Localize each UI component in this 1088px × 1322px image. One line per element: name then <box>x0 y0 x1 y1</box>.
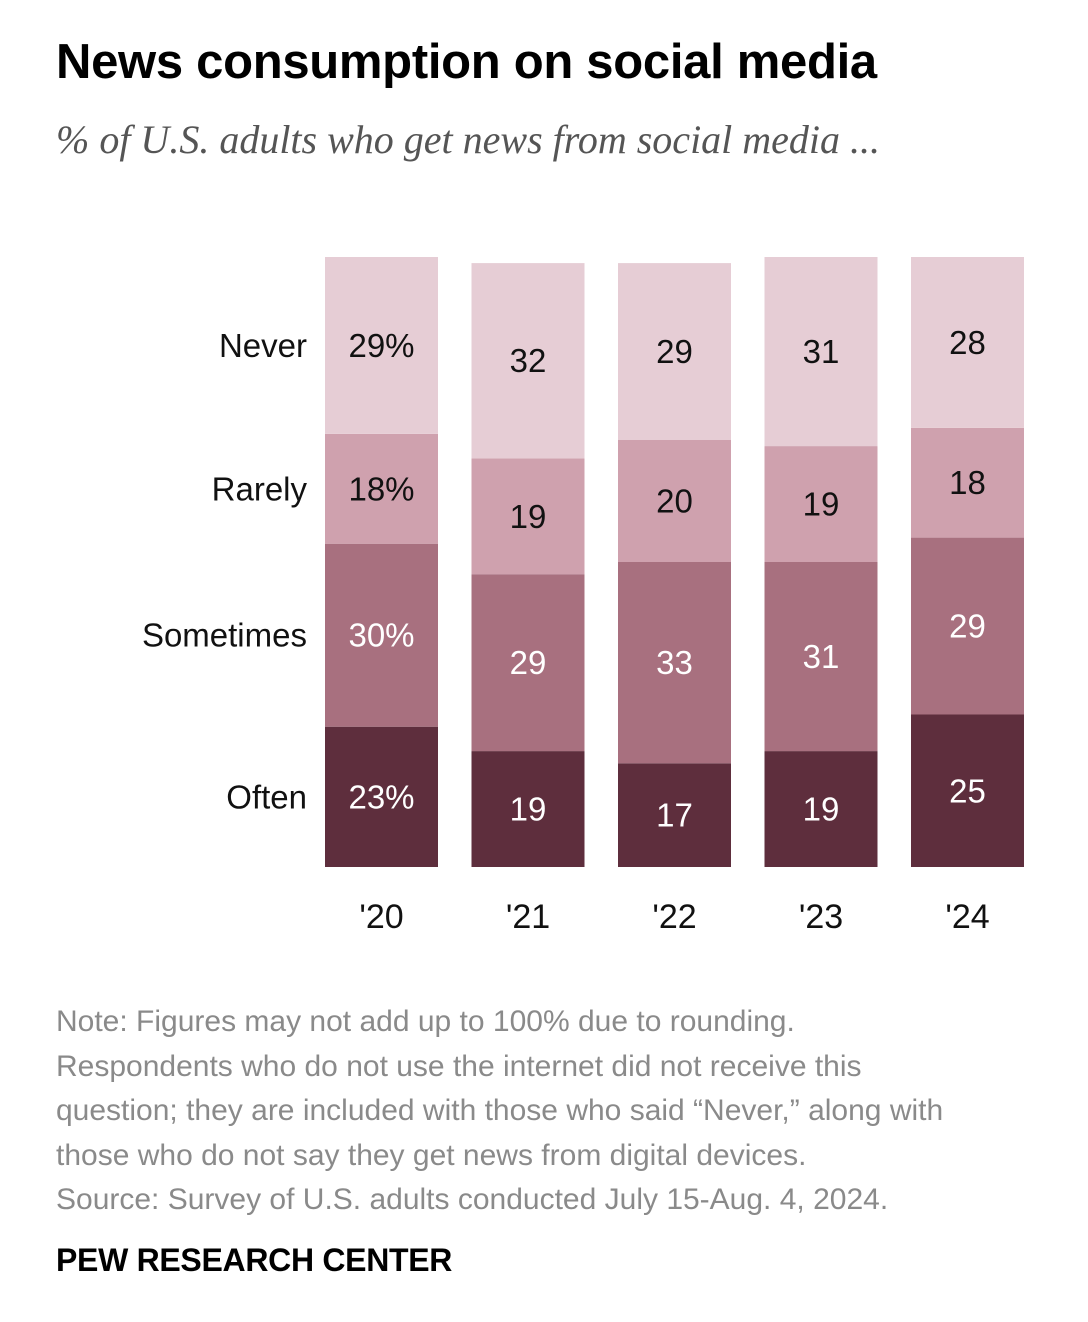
bar-segment-sometimes-0 <box>325 543 438 727</box>
bar-segment-rarely-4 <box>911 427 1024 538</box>
bar-segment-often-2 <box>618 763 731 867</box>
bar-segment-never-4 <box>911 257 1024 428</box>
x-tick-label: '23 <box>799 898 843 936</box>
bar-segment-sometimes-1 <box>471 574 585 752</box>
x-tick-label: '24 <box>945 898 989 936</box>
data-label-sometimes-4: 29 <box>949 608 986 645</box>
bar-segment-never-2 <box>618 263 731 440</box>
data-label-rarely-3: 19 <box>803 486 840 523</box>
data-label-often-3: 19 <box>803 791 840 828</box>
chart-notes: Note: Figures may not add up to 100% due… <box>56 1000 1076 1223</box>
x-tick-label: '21 <box>506 898 550 936</box>
bar-segment-often-1 <box>471 751 585 867</box>
data-label-often-0: 23% <box>348 778 414 815</box>
legend-row-label-never: Never <box>219 327 307 364</box>
note-line: Respondents who do not use the internet … <box>56 1049 862 1083</box>
data-label-rarely-4: 18 <box>949 464 986 501</box>
data-label-often-4: 25 <box>949 772 986 809</box>
data-label-never-4: 28 <box>949 324 986 361</box>
data-label-rarely-1: 19 <box>510 498 547 535</box>
data-label-rarely-0: 18% <box>348 470 414 507</box>
bar-segment-never-3 <box>764 257 878 447</box>
bar-segment-sometimes-2 <box>618 562 731 764</box>
data-label-often-1: 19 <box>510 791 547 828</box>
data-label-never-3: 31 <box>803 333 840 370</box>
legend-row-label-often: Often <box>226 778 307 815</box>
legend-row-label-rarely: Rarely <box>212 470 308 507</box>
data-label-sometimes-2: 33 <box>656 644 693 681</box>
note-line: Note: Figures may not add up to 100% due… <box>56 1005 795 1038</box>
chart-subtitle: % of U.S. adults who get news from socia… <box>56 117 881 162</box>
bar-segment-rarely-2 <box>618 440 731 562</box>
data-label-sometimes-0: 30% <box>348 617 414 654</box>
stacked-bar-chart: 23% 30% 18% 29% '20 19 29 19 32 '21 17 33 20 29 '22 19 3… <box>142 257 1024 936</box>
data-label-never-1: 32 <box>510 342 547 379</box>
source-line: Source: Survey of U.S. adults conducted … <box>56 1183 889 1216</box>
data-label-sometimes-3: 31 <box>803 638 840 675</box>
bar-segment-never-1 <box>471 263 585 459</box>
bar-segment-rarely-1 <box>471 458 585 575</box>
bar-segment-sometimes-3 <box>764 562 878 752</box>
bar-segment-sometimes-4 <box>911 537 1024 715</box>
bar-segment-often-4 <box>911 714 1024 867</box>
data-label-often-2: 17 <box>656 797 693 834</box>
bar-segment-often-0 <box>325 726 438 867</box>
bar-segment-often-3 <box>764 751 878 867</box>
note-line: those who do not say they get news from … <box>56 1138 807 1172</box>
pew-research-center-logo: PEW RESEARCH CENTER <box>56 1242 453 1278</box>
data-label-never-0: 29% <box>348 327 414 364</box>
bar-segment-rarely-3 <box>764 446 878 562</box>
bar-segment-rarely-0 <box>325 433 438 544</box>
x-tick-label: '22 <box>652 898 696 936</box>
bar-segment-never-0 <box>325 257 438 434</box>
legend-row-label-sometimes: Sometimes <box>142 617 307 654</box>
data-label-never-2: 29 <box>656 333 693 370</box>
x-tick-label: '20 <box>359 898 403 936</box>
data-label-sometimes-1: 29 <box>510 644 547 681</box>
chart-title: News consumption on social media <box>56 35 877 89</box>
data-label-rarely-2: 20 <box>656 483 693 520</box>
note-line: question; they are included with those w… <box>56 1094 944 1127</box>
